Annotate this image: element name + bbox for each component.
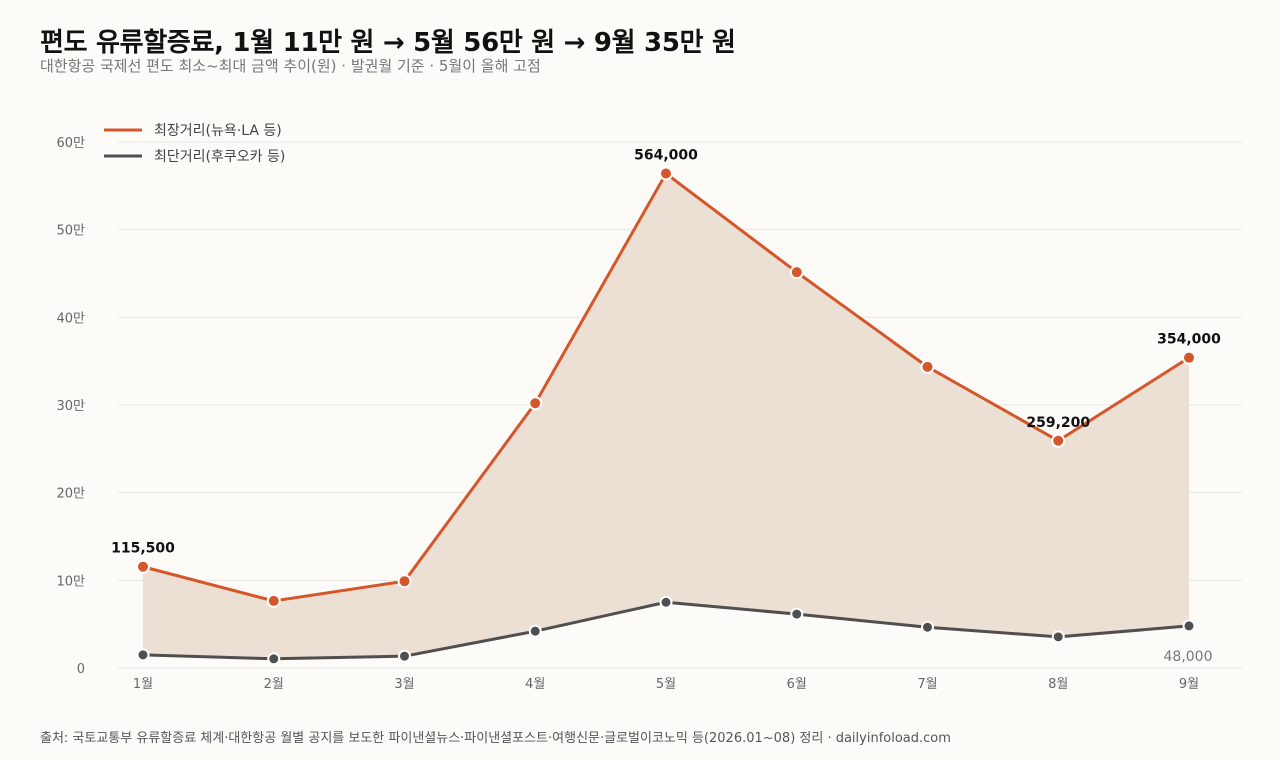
x-tick-label: 5월 — [656, 677, 676, 692]
y-tick-label: 30만 — [56, 399, 85, 414]
data-point-short — [1051, 630, 1065, 644]
x-tick-label: 3월 — [394, 677, 414, 692]
data-point-long — [920, 359, 935, 374]
data-label: 115,500 — [111, 541, 175, 557]
data-point-long — [136, 559, 150, 574]
y-tick-label: 50만 — [56, 224, 85, 239]
data-point-long — [789, 265, 804, 280]
area-layer — [143, 173, 1189, 659]
data-label: 48,000 — [1164, 649, 1213, 665]
source-note: 출처: 국토교통부 유류할증료 체계·대한항공 월별 공지를 보도한 파이낸셜뉴… — [40, 731, 951, 746]
legend-label-long: 최장거리(뉴욕·LA 등) — [154, 123, 282, 139]
data-point-long — [659, 166, 673, 181]
x-tick-label: 7월 — [917, 677, 937, 692]
x-tick-label: 1월 — [133, 677, 153, 692]
label-layer: 115,500 564,000 259,200 354,000 48,000 — [111, 148, 1221, 665]
data-point-long — [1182, 350, 1196, 365]
y-tick-label: 10만 — [56, 574, 85, 589]
data-point-long — [266, 593, 281, 608]
x-tick-label: 9월 — [1179, 677, 1199, 692]
line-chart: 0 10만 20만 30만 40만 50만 60만 1월 2월 3월 4월 5월 6월 7월 8월 9월 11… — [56, 123, 1242, 692]
data-point-short — [136, 648, 150, 662]
data-point-short — [921, 620, 934, 634]
data-point-short — [398, 649, 411, 663]
data-point-long — [1051, 433, 1066, 448]
x-tick-label: 2월 — [264, 677, 284, 692]
data-label: 354,000 — [1157, 332, 1221, 348]
y-tick-label: 20만 — [56, 487, 85, 502]
data-point-short — [267, 652, 281, 666]
chart-subtitle: 대한항공 국제선 편도 최소~최대 금액 추이(원) · 발권월 기준 · 5월… — [40, 57, 541, 75]
x-tick-label: 8월 — [1048, 677, 1068, 692]
data-label: 259,200 — [1026, 415, 1090, 431]
x-tick-label: 4월 — [525, 677, 545, 692]
data-point-long — [528, 396, 543, 411]
data-point-long — [397, 574, 412, 589]
data-point-short — [790, 607, 804, 621]
point-layer — [136, 166, 1196, 666]
legend: 최장거리(뉴욕·LA 등) 최단거리(후쿠오카 등) — [104, 123, 285, 165]
y-tick-label: 0 — [77, 662, 85, 677]
data-point-short — [1182, 619, 1196, 633]
chart-title: 편도 유류할증료, 1월 11만 원 → 5월 56만 원 → 9월 35만 원 — [40, 28, 736, 58]
data-point-short — [528, 624, 542, 638]
y-tick-label: 60만 — [56, 136, 85, 151]
x-tick-label: 6월 — [787, 677, 807, 692]
range-area — [143, 173, 1189, 659]
y-tick-label: 40만 — [56, 311, 85, 326]
data-label: 564,000 — [634, 148, 698, 164]
data-point-short — [659, 595, 673, 609]
legend-label-short: 최단거리(후쿠오카 등) — [154, 149, 285, 165]
grid-layer: 0 10만 20만 30만 40만 50만 60만 1월 2월 3월 4월 5월 6월 7월 8월 9월 — [56, 136, 1242, 692]
